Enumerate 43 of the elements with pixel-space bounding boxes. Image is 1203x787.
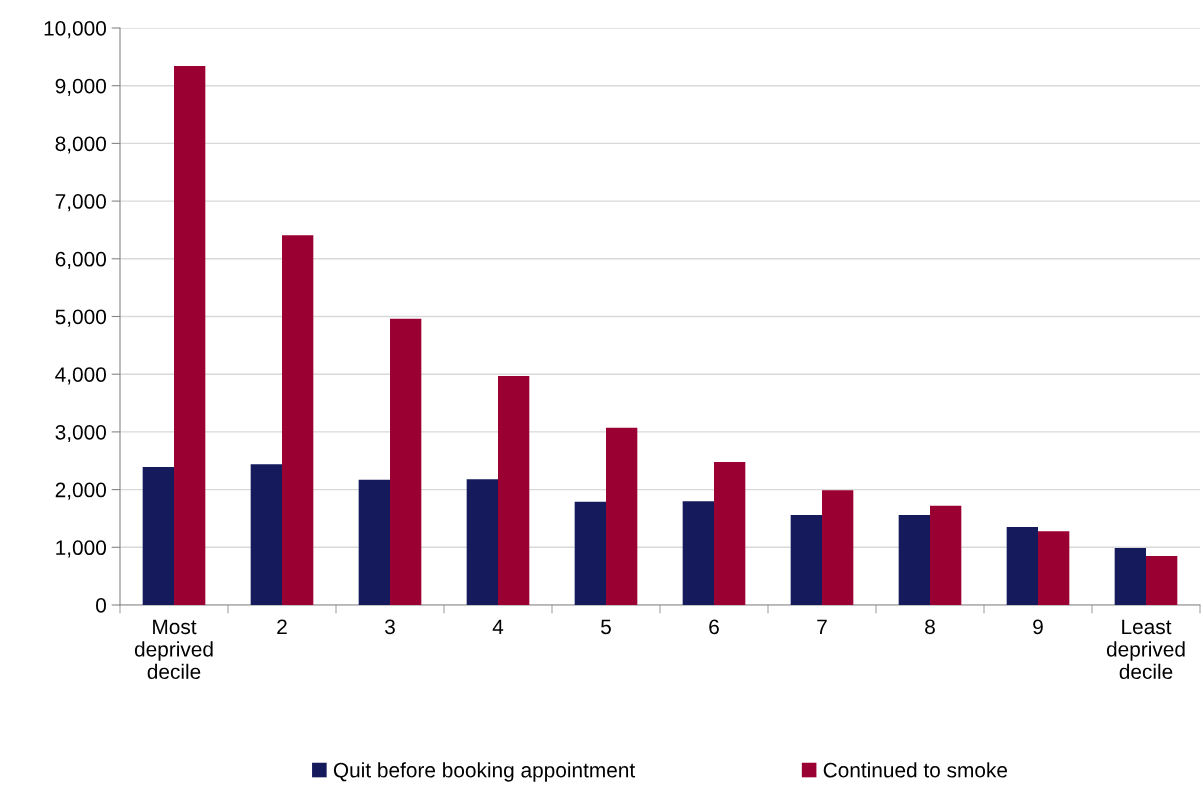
x-tick-label: Least deprived decile: [1106, 619, 1185, 680]
bar: [1114, 547, 1146, 605]
y-tick-label: 1,000: [56, 540, 106, 558]
bar: [606, 427, 638, 605]
x-tick-label: 3: [385, 619, 395, 635]
y-tick-label: 3,000: [55, 424, 106, 443]
bar: [790, 514, 822, 605]
y-tick-label: 2,000: [55, 482, 106, 500]
legend-label: Quit before booking appointment: [333, 762, 636, 782]
bar: [250, 464, 282, 605]
bar: [682, 501, 714, 605]
y-tick-label: 8,000: [55, 136, 106, 154]
bar: [174, 66, 206, 605]
bar: [1146, 555, 1178, 605]
y-tick-label: 0: [96, 598, 106, 613]
bar: [142, 467, 174, 605]
x-tick-label: 5: [601, 619, 611, 635]
bar: [1038, 531, 1070, 605]
bar: [358, 479, 390, 605]
bar: [930, 505, 962, 605]
bar: [282, 235, 314, 605]
x-tick-label: 4: [492, 619, 504, 634]
y-tick-label: 10,000: [44, 21, 106, 39]
bar: [498, 375, 530, 605]
x-tick-label: 7: [817, 619, 827, 634]
x-tick-label: 8: [925, 619, 935, 635]
bar: [574, 501, 606, 605]
y-tick-label: 4,000: [55, 367, 106, 385]
x-tick-label: 9: [1033, 619, 1043, 635]
bar: [714, 461, 746, 605]
y-tick-label: 6,000: [55, 251, 106, 270]
bar: [466, 479, 498, 605]
bar: [898, 514, 930, 605]
legend-label: Continued to smoke: [823, 762, 1008, 778]
y-tick-label: 5,000: [55, 309, 106, 327]
y-tick-label: 9,000: [55, 78, 106, 96]
x-tick-label: 2: [277, 619, 287, 634]
bar: [390, 318, 422, 605]
x-tick-label: 6: [709, 619, 719, 635]
bar: [1006, 527, 1038, 605]
x-tick-label: Most deprived decile: [134, 619, 213, 680]
bar: [822, 490, 854, 605]
y-tick-label: 7,000: [55, 194, 106, 212]
